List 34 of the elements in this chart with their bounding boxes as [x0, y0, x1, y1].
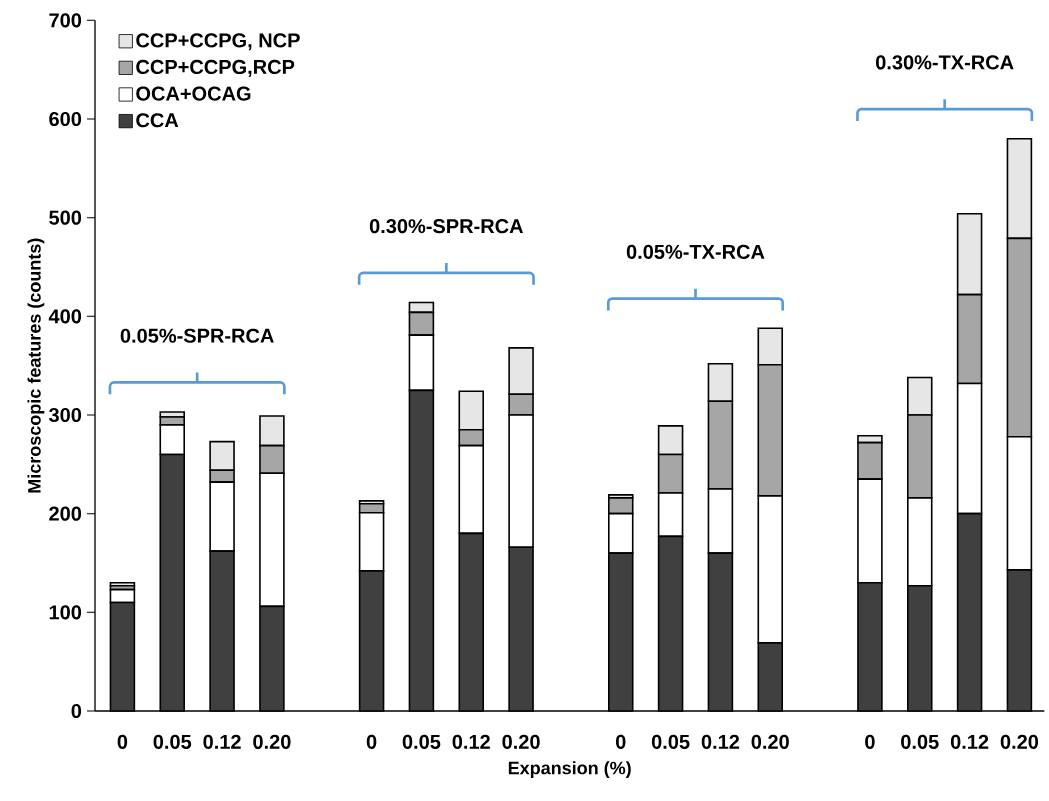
- y-tick-label: 600: [49, 111, 82, 127]
- annotation: 0.30%-SPR-RCA: [369, 219, 524, 234]
- x-tick-label: 0.20: [1000, 734, 1039, 749]
- annotation: 0.05%-SPR-RCA: [120, 328, 274, 343]
- x-axis-title: Expansion (%): [508, 761, 631, 778]
- y-tick-label: 100: [49, 605, 82, 620]
- y-tick-label: 300: [48, 407, 82, 423]
- x-tick-label: 0.12: [452, 734, 490, 749]
- legend-label: CCA: [136, 113, 179, 128]
- y-tick-label: 200: [49, 506, 82, 521]
- x-tick-label: 0.20: [502, 734, 540, 749]
- x-tick-label: 0.05: [402, 734, 441, 749]
- legend-label: CCP+CCPG, NCP: [136, 33, 300, 51]
- y-axis-title: Microscopic features (counts): [27, 238, 45, 493]
- x-tick-label: 0.05: [153, 734, 192, 749]
- x-tick-label: 0: [117, 734, 128, 749]
- x-tick-label: 0.12: [203, 734, 241, 749]
- y-tick-label: 700: [49, 13, 82, 28]
- x-tick-label: 0.05: [901, 734, 939, 749]
- x-tick-label: 0.12: [950, 734, 989, 749]
- x-tick-label: 0: [366, 734, 377, 749]
- y-tick-label: 0: [71, 703, 82, 719]
- x-tick-label: 0: [865, 734, 875, 749]
- x-tick-label: 0.12: [701, 734, 740, 749]
- y-tick-label: 400: [48, 309, 82, 324]
- y-tick-label: 500: [49, 210, 82, 225]
- x-tick-label: 0.20: [751, 734, 789, 749]
- legend-label: CCP+CCPG,RCP: [136, 59, 295, 77]
- x-tick-label: 0: [615, 734, 626, 749]
- annotation: 0.05%-TX-RCA: [626, 244, 765, 259]
- x-tick-label: 0.20: [253, 734, 291, 749]
- legend-label: OCA+OCAG: [136, 86, 251, 101]
- x-tick-label: 0.05: [651, 734, 690, 749]
- annotation: 0.30%-TX-RCA: [876, 55, 1014, 70]
